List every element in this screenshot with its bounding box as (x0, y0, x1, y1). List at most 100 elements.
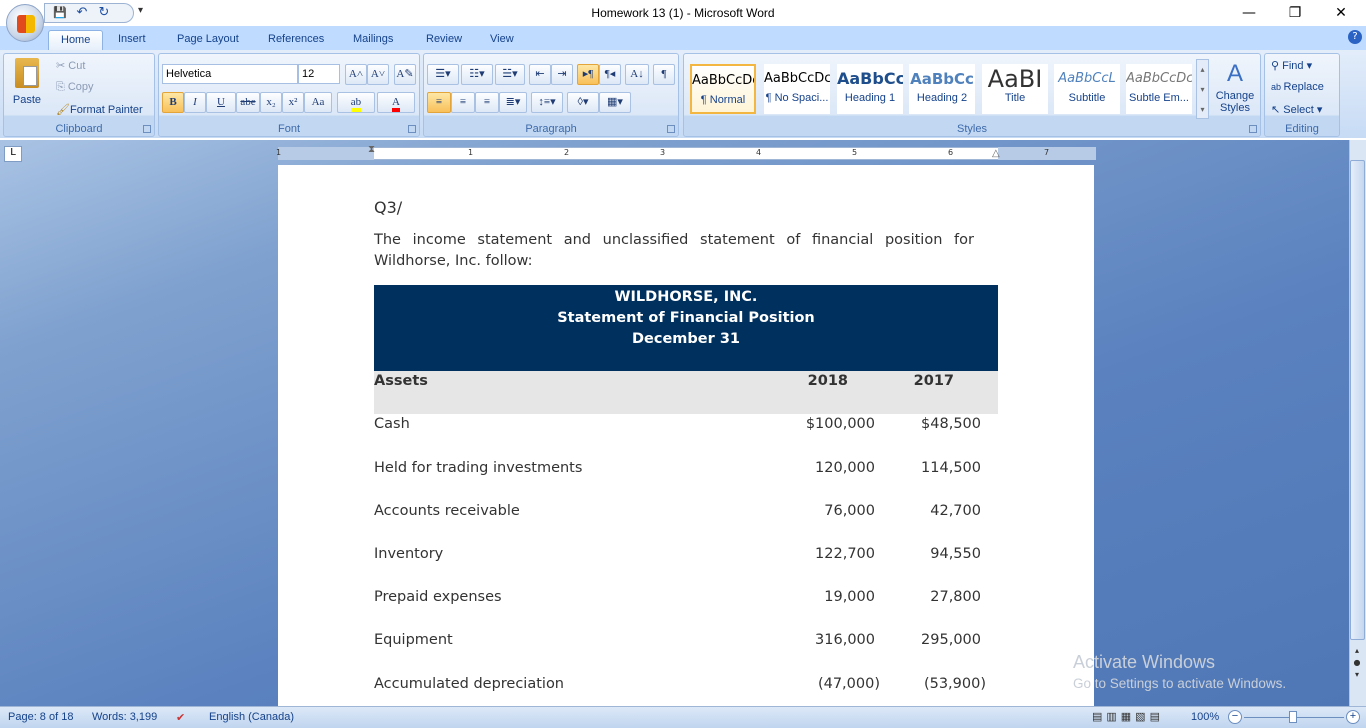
borders-icon[interactable]: ▦▾ (599, 92, 631, 113)
tab-insert[interactable]: Insert (118, 33, 146, 45)
replace-button[interactable]: ab Replace (1271, 81, 1324, 93)
justify-icon[interactable]: ≣▾ (499, 92, 527, 113)
ruler-margin-right (998, 147, 1096, 160)
grow-font-button[interactable]: A˄ (345, 64, 367, 85)
indent-marker[interactable]: ⧗ (368, 144, 376, 155)
font-color-button[interactable]: A (377, 92, 415, 113)
style-title[interactable]: AaBI Title (982, 64, 1048, 114)
group-label: Clipboard (55, 123, 103, 135)
style-heading-1[interactable]: AaBbCc Heading 1 (837, 64, 903, 114)
dialog-launcher-icon[interactable] (667, 125, 675, 133)
zoom-level[interactable]: 100% (1191, 711, 1220, 723)
zoom-in-button[interactable]: + (1346, 710, 1360, 724)
font-size-dropdown[interactable]: 12 (298, 64, 340, 84)
clipboard-icon (15, 58, 39, 88)
dialog-launcher-icon[interactable] (1249, 125, 1257, 133)
group-label: Paragraph (525, 123, 577, 135)
page-indicator[interactable]: Page: 8 of 18 (8, 711, 74, 723)
help-icon[interactable]: ? (1348, 30, 1362, 44)
change-case-button[interactable]: Aa (304, 92, 332, 113)
tab-selector[interactable]: L (4, 146, 22, 162)
numbering-icon[interactable]: ☷▾ (461, 64, 493, 85)
view-buttons[interactable]: ▤▥▦▧▤ (1092, 711, 1164, 723)
sort-icon[interactable]: A↓ (625, 64, 649, 85)
zoom-slider-thumb[interactable] (1289, 711, 1297, 723)
clear-formatting-button[interactable]: A✎ (394, 64, 416, 85)
find-button[interactable]: ⚲ Find ▾ (1271, 60, 1313, 72)
statement-title: Statement of Financial Position (557, 310, 815, 326)
table-row: Prepaid expenses 19,000 27,800 (374, 589, 998, 605)
company-name: WILDHORSE, INC. (614, 289, 758, 305)
restore-button[interactable]: ❐ (1288, 5, 1302, 21)
decrease-indent-icon[interactable]: ⇤ (529, 64, 551, 85)
assets-header: Assets (374, 373, 428, 389)
style-heading-2[interactable]: AaBbCc Heading 2 (909, 64, 975, 114)
style-subtle-emphasis[interactable]: AaBbCcDc Subtle Em... (1126, 64, 1192, 114)
shrink-font-button[interactable]: A˅ (367, 64, 389, 85)
copy-button[interactable]: ⎘ Copy (56, 81, 94, 93)
row-label: Accounts receivable (374, 503, 520, 519)
align-right-icon[interactable]: ≡ (475, 92, 499, 113)
italic-button[interactable]: I (184, 92, 206, 113)
zoom-out-button[interactable]: − (1228, 710, 1242, 724)
line-spacing-icon[interactable]: ↕≡▾ (531, 92, 563, 113)
document-page[interactable]: Q3/ The income statement and unclassifie… (278, 165, 1094, 706)
paste-button[interactable]: Paste (10, 58, 44, 106)
tab-view[interactable]: View (490, 33, 514, 45)
value-2017: 295,000 (921, 632, 981, 648)
tab-page-layout[interactable]: Page Layout (177, 33, 239, 45)
tab-mailings[interactable]: Mailings (353, 33, 394, 45)
styles-scroll[interactable]: ▴ ▾ ▾ (1196, 59, 1209, 119)
right-indent-marker[interactable]: △ (992, 148, 1000, 159)
activation-watermark: Activate Windows Go to Settings to activ… (1073, 652, 1286, 691)
align-center-icon[interactable]: ≡ (451, 92, 475, 113)
save-icon[interactable]: 💾 (53, 6, 67, 19)
tab-home[interactable]: Home (48, 30, 104, 50)
group-label: Styles (957, 123, 987, 135)
redo-icon[interactable]: ↻ (98, 5, 110, 20)
value-2018: (47,000) (817, 676, 880, 692)
style-normal[interactable]: AaBbCcDc ¶ Normal (690, 64, 756, 114)
dialog-launcher-icon[interactable] (408, 125, 416, 133)
tab-references[interactable]: References (268, 33, 325, 45)
increase-indent-icon[interactable]: ⇥ (551, 64, 573, 85)
minimize-button[interactable]: — (1242, 5, 1256, 21)
select-button[interactable]: ↖ Select ▾ (1271, 104, 1323, 116)
cut-button[interactable]: ✂ Cut (56, 60, 86, 72)
office-button[interactable] (6, 4, 44, 42)
ltr-icon[interactable]: ▸¶ (577, 64, 599, 85)
proofing-icon[interactable]: ✔ (176, 712, 186, 724)
style-subtitle[interactable]: AaBbCcL Subtitle (1054, 64, 1120, 114)
value-2018: 122,700 (815, 546, 875, 562)
close-button[interactable]: ✕ (1335, 5, 1347, 21)
table-column-header: Assets 2018 2017 (374, 371, 998, 414)
font-name-dropdown[interactable]: Helvetica (162, 64, 298, 84)
superscript-button[interactable]: x² (282, 92, 304, 113)
scrollbar-thumb[interactable] (1350, 160, 1365, 640)
highlight-button[interactable]: ab (337, 92, 375, 113)
underline-button[interactable]: U (206, 92, 236, 113)
multilevel-list-icon[interactable]: ☱▾ (495, 64, 525, 85)
language-indicator[interactable]: English (Canada) (209, 711, 294, 723)
tab-review[interactable]: Review (426, 33, 463, 45)
browse-buttons[interactable]: ▴ ● ▾ (1353, 646, 1361, 679)
customize-qat-icon[interactable]: ▾ (138, 5, 144, 16)
bold-button[interactable]: B (162, 92, 184, 113)
dialog-launcher-icon[interactable] (143, 125, 151, 133)
shading-icon[interactable]: ◊▾ (567, 92, 599, 113)
value-2017: $48,500 (921, 416, 981, 432)
rtl-icon[interactable]: ¶◂ (599, 64, 621, 85)
show-marks-icon[interactable]: ¶ (653, 64, 675, 85)
change-styles-button[interactable]: A Change Styles (1212, 58, 1258, 114)
ruler-mark: 4 (756, 148, 762, 157)
subscript-button[interactable]: x₂ (260, 92, 282, 113)
format-painter-button[interactable]: 🖌Format Painter (56, 104, 143, 116)
word-count[interactable]: Words: 3,199 (92, 711, 158, 723)
horizontal-ruler[interactable] (278, 147, 1096, 160)
style-no-spacing[interactable]: AaBbCcDc ¶ No Spaci... (764, 64, 830, 114)
undo-icon[interactable]: ↶ (76, 5, 88, 20)
bullets-icon[interactable]: ☰▾ (427, 64, 459, 85)
highlighter-icon: ab (350, 96, 362, 112)
align-left-icon[interactable]: ≡ (427, 92, 451, 113)
strikethrough-button[interactable]: abe (236, 92, 260, 113)
